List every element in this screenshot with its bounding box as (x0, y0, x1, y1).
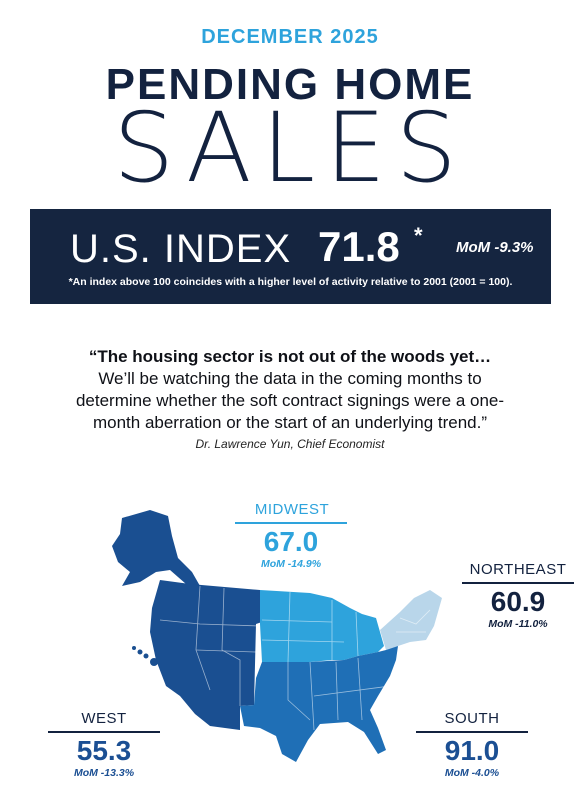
us-regions-map (112, 510, 442, 762)
report-date: DECEMBER 2025 (201, 26, 379, 48)
west-mom: MoM -13.3% (73, 767, 135, 779)
us-index-mom: MoM -9.3% (456, 239, 534, 256)
northeast-title: NORTHEAST (469, 561, 567, 578)
south-value: 91.0 (444, 735, 500, 766)
midwest-region-shape (260, 590, 384, 662)
west-title: WEST (81, 710, 127, 727)
us-index-value: 71.8 (318, 223, 400, 270)
west-rule (48, 731, 160, 733)
alaska-shape (112, 510, 200, 586)
quote-line-1: “The housing sector is not out of the wo… (88, 347, 492, 366)
quote-line-2: We’ll be watching the data in the coming… (98, 369, 482, 388)
title-line-1: PENDING HOME (105, 60, 475, 109)
south-rule (416, 731, 528, 733)
quote-block: “The housing sector is not out of the wo… (20, 346, 560, 434)
south-mom: MoM -4.0% (444, 767, 500, 779)
northeast-region-shape (380, 590, 442, 650)
midwest-rule (235, 522, 347, 524)
south-region-shape (240, 646, 398, 762)
midwest-value: 67.0 (263, 526, 319, 557)
quote-line-3: determine whether the soft contract sign… (75, 391, 505, 410)
south-title: SOUTH (444, 710, 500, 727)
west-region-shape (150, 580, 262, 730)
us-index-box: U.S. INDEX 71.8 * MoM -9.3% *An index ab… (30, 209, 551, 304)
quote-line-4: month aberration or the start of an unde… (92, 413, 488, 432)
us-index-footnote: *An index above 100 coincides with a hig… (68, 276, 513, 288)
northeast-rule (462, 582, 574, 584)
us-index-asterisk: * (414, 223, 423, 248)
west-value: 55.3 (76, 735, 132, 766)
northeast-value: 60.9 (490, 586, 546, 617)
title-line-2: SALES (113, 92, 467, 204)
northeast-mom: MoM -11.0% (488, 618, 548, 630)
midwest-mom: MoM -14.9% (260, 558, 322, 570)
midwest-title: MIDWEST (254, 501, 330, 518)
quote-author: Dr. Lawrence Yun, Chief Economist (195, 437, 385, 451)
us-index-label: U.S. INDEX (70, 227, 292, 271)
